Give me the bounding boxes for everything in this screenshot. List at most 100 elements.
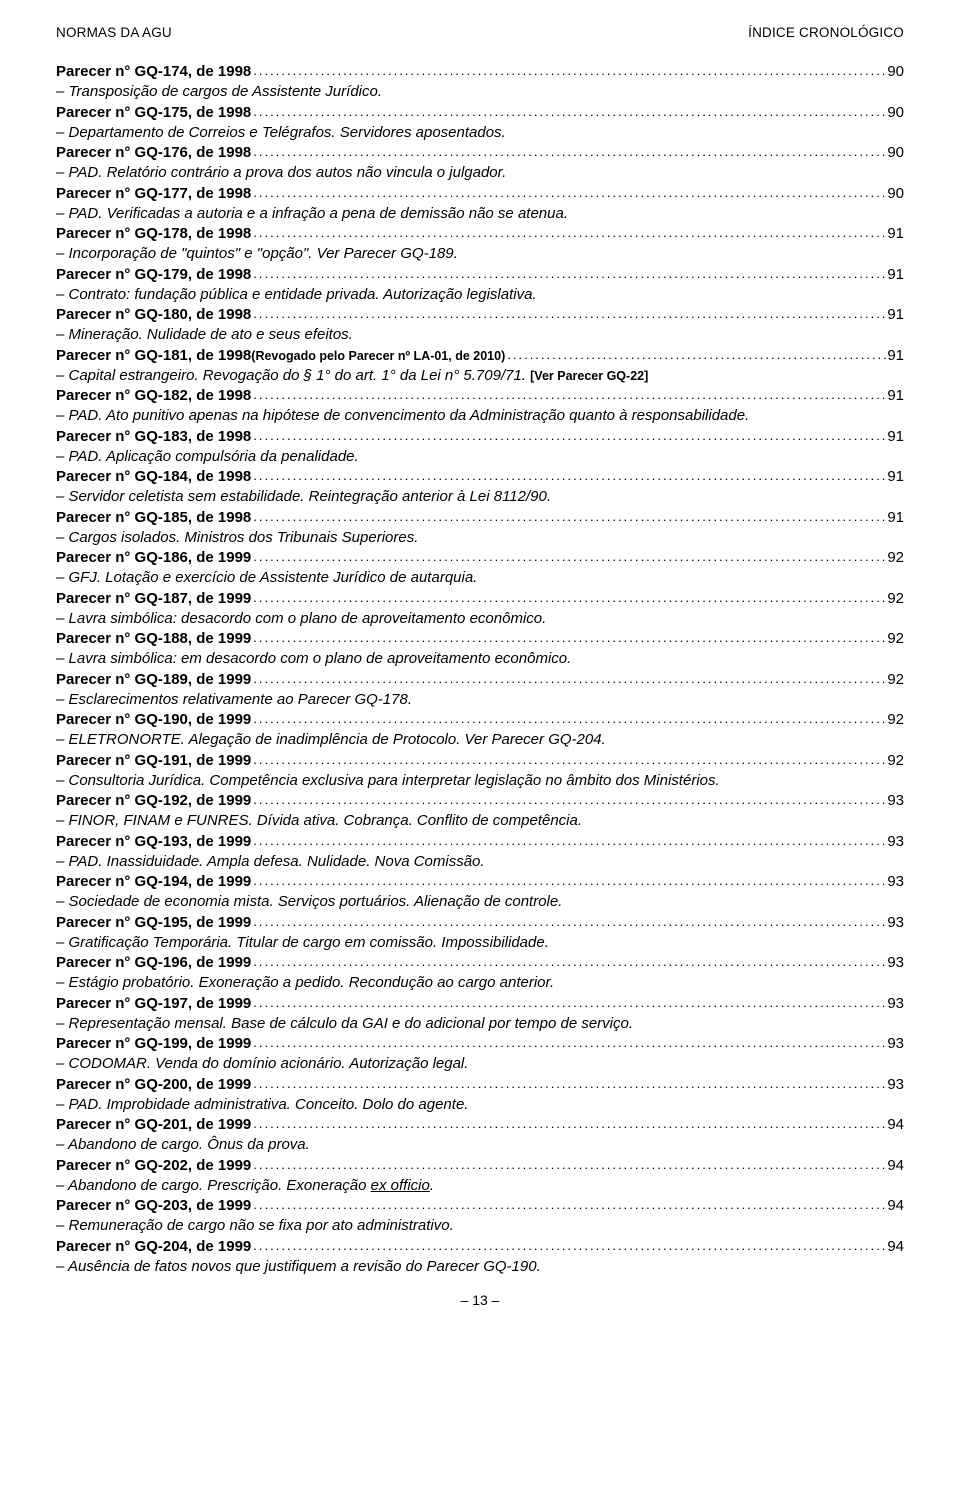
entry-desc-text: – Representação mensal. Base de cálculo …: [56, 1015, 633, 1032]
entry-top-row: Parecer n° GQ-187, de 1999..............…: [56, 589, 904, 609]
entry-page: 94: [887, 1237, 904, 1257]
leader-dots: ........................................…: [251, 427, 887, 445]
entry-desc-text: – Departamento de Correios e Telégrafos.…: [56, 124, 506, 141]
index-entry: Parecer n° GQ-199, de 1999..............…: [56, 1034, 904, 1075]
entry-description: – Lavra simbólica: em desacordo com o pl…: [56, 649, 904, 669]
entry-top-row: Parecer n° GQ-194, de 1999..............…: [56, 872, 904, 892]
entry-desc-text: – Capital estrangeiro. Revogação do § 1°…: [56, 367, 530, 384]
entry-title: Parecer n° GQ-199, de 1999: [56, 1034, 251, 1054]
entry-title: Parecer n° GQ-192, de 1999: [56, 791, 251, 811]
entry-title: Parecer n° GQ-186, de 1999: [56, 548, 251, 568]
entry-desc-text: – Abandono de cargo. Prescrição. Exonera…: [56, 1177, 371, 1194]
entry-top-row: Parecer n° GQ-195, de 1999..............…: [56, 913, 904, 933]
leader-dots: ........................................…: [251, 265, 887, 283]
leader-dots: ........................................…: [251, 184, 887, 202]
entry-desc-note: [Ver Parecer GQ-22]: [530, 369, 648, 383]
entry-description: – Gratificação Temporária. Titular de ca…: [56, 933, 904, 953]
entry-title: Parecer n° GQ-202, de 1999: [56, 1156, 251, 1176]
index-entry: Parecer n° GQ-187, de 1999..............…: [56, 589, 904, 630]
entry-page: 91: [887, 467, 904, 487]
entry-description: – Cargos isolados. Ministros dos Tribuna…: [56, 528, 904, 548]
index-entry: Parecer n° GQ-183, de 1998..............…: [56, 427, 904, 468]
entry-desc-text: – Cargos isolados. Ministros dos Tribuna…: [56, 529, 418, 546]
leader-dots: ........................................…: [251, 508, 887, 526]
entry-title: Parecer n° GQ-194, de 1999: [56, 872, 251, 892]
entry-title: Parecer n° GQ-189, de 1999: [56, 670, 251, 690]
entry-page: 91: [887, 346, 904, 366]
entry-title: Parecer n° GQ-203, de 1999: [56, 1196, 251, 1216]
entry-desc-text: – Lavra simbólica: em desacordo com o pl…: [56, 650, 571, 667]
index-entry: Parecer n° GQ-202, de 1999..............…: [56, 1156, 904, 1197]
entry-title: Parecer n° GQ-174, de 1998: [56, 62, 251, 82]
entry-top-row: Parecer n° GQ-177, de 1998..............…: [56, 184, 904, 204]
entry-title: Parecer n° GQ-193, de 1999: [56, 832, 251, 852]
index-entry: Parecer n° GQ-182, de 1998..............…: [56, 386, 904, 427]
entry-top-row: Parecer n° GQ-182, de 1998..............…: [56, 386, 904, 406]
entry-description: – Esclarecimentos relativamente ao Parec…: [56, 690, 904, 710]
entry-page: 91: [887, 427, 904, 447]
leader-dots: ........................................…: [251, 1156, 887, 1174]
entry-top-row: Parecer n° GQ-191, de 1999..............…: [56, 751, 904, 771]
entry-page: 93: [887, 953, 904, 973]
leader-dots: ........................................…: [251, 629, 887, 647]
header-right: ÍNDICE CRONOLÓGICO: [748, 24, 904, 42]
entry-desc-text: – Gratificação Temporária. Titular de ca…: [56, 934, 549, 951]
entry-desc-text: – Esclarecimentos relativamente ao Parec…: [56, 691, 412, 708]
entry-desc-text: – Remuneração de cargo não se fixa por a…: [56, 1217, 454, 1234]
index-entry: Parecer n° GQ-178, de 1998..............…: [56, 224, 904, 265]
entry-desc-text: – Incorporação de "quintos" e "opção". V…: [56, 245, 458, 262]
entry-top-row: Parecer n° GQ-188, de 1999..............…: [56, 629, 904, 649]
entry-top-row: Parecer n° GQ-186, de 1999..............…: [56, 548, 904, 568]
entry-desc-text: – Sociedade de economia mista. Serviços …: [56, 893, 562, 910]
index-entry: Parecer n° GQ-177, de 1998..............…: [56, 184, 904, 225]
entry-title: Parecer n° GQ-201, de 1999: [56, 1115, 251, 1135]
entry-page: 91: [887, 305, 904, 325]
entry-description: – Sociedade de economia mista. Serviços …: [56, 892, 904, 912]
entry-top-row: Parecer n° GQ-193, de 1999..............…: [56, 832, 904, 852]
index-entry: Parecer n° GQ-203, de 1999..............…: [56, 1196, 904, 1237]
entry-description: – Departamento de Correios e Telégrafos.…: [56, 123, 904, 143]
entry-top-row: Parecer n° GQ-190, de 1999..............…: [56, 710, 904, 730]
entry-desc-text: – Transposição de cargos de Assistente J…: [56, 83, 382, 100]
entry-title: Parecer n° GQ-197, de 1999: [56, 994, 251, 1014]
index-entry: Parecer n° GQ-194, de 1999..............…: [56, 872, 904, 913]
entry-page: 90: [887, 184, 904, 204]
entry-top-row: Parecer n° GQ-180, de 1998..............…: [56, 305, 904, 325]
index-entry: Parecer n° GQ-204, de 1999..............…: [56, 1237, 904, 1278]
entry-description: – Incorporação de "quintos" e "opção". V…: [56, 244, 904, 264]
entry-desc-text: – Contrato: fundação pública e entidade …: [56, 286, 537, 303]
index-entry: Parecer n° GQ-201, de 1999..............…: [56, 1115, 904, 1156]
leader-dots: ........................................…: [251, 913, 887, 931]
entry-desc-text: – ELETRONORTE. Alegação de inadimplência…: [56, 731, 606, 748]
entry-page: 94: [887, 1156, 904, 1176]
entry-title: Parecer n° GQ-182, de 1998: [56, 386, 251, 406]
entry-title: Parecer n° GQ-191, de 1999: [56, 751, 251, 771]
leader-dots: ........................................…: [505, 346, 887, 364]
entry-description: – Mineração. Nulidade de ato e seus efei…: [56, 325, 904, 345]
entry-title: Parecer n° GQ-196, de 1999: [56, 953, 251, 973]
header-underline: ________________________________________…: [56, 48, 904, 56]
entry-title: Parecer n° GQ-204, de 1999: [56, 1237, 251, 1257]
index-entry: Parecer n° GQ-191, de 1999..............…: [56, 751, 904, 792]
entry-description: – PAD. Improbidade administrativa. Conce…: [56, 1095, 904, 1115]
leader-dots: ........................................…: [251, 710, 887, 728]
entry-description: – Lavra simbólica: desacordo com o plano…: [56, 609, 904, 629]
leader-dots: ........................................…: [251, 548, 887, 566]
leader-dots: ........................................…: [251, 305, 887, 323]
leader-dots: ........................................…: [251, 1034, 887, 1052]
entry-top-row: Parecer n° GQ-185, de 1998..............…: [56, 508, 904, 528]
entry-top-row: Parecer n° GQ-178, de 1998..............…: [56, 224, 904, 244]
index-entry: Parecer n° GQ-174, de 1998..............…: [56, 62, 904, 103]
entry-title: Parecer n° GQ-187, de 1999: [56, 589, 251, 609]
entry-desc-text: – PAD. Relatório contrário a prova dos a…: [56, 164, 506, 181]
leader-dots: ........................................…: [251, 953, 887, 971]
entry-title: Parecer n° GQ-200, de 1999: [56, 1075, 251, 1095]
entry-desc-text: .: [430, 1177, 434, 1194]
entry-page: 93: [887, 994, 904, 1014]
leader-dots: ........................................…: [251, 791, 887, 809]
entry-desc-text: – Mineração. Nulidade de ato e seus efei…: [56, 326, 353, 343]
leader-dots: ........................................…: [251, 1115, 887, 1133]
entry-desc-text: – Abandono de cargo. Ônus da prova.: [56, 1136, 310, 1153]
entry-description: – Ausência de fatos novos que justifique…: [56, 1257, 904, 1277]
leader-dots: ........................................…: [251, 994, 887, 1012]
